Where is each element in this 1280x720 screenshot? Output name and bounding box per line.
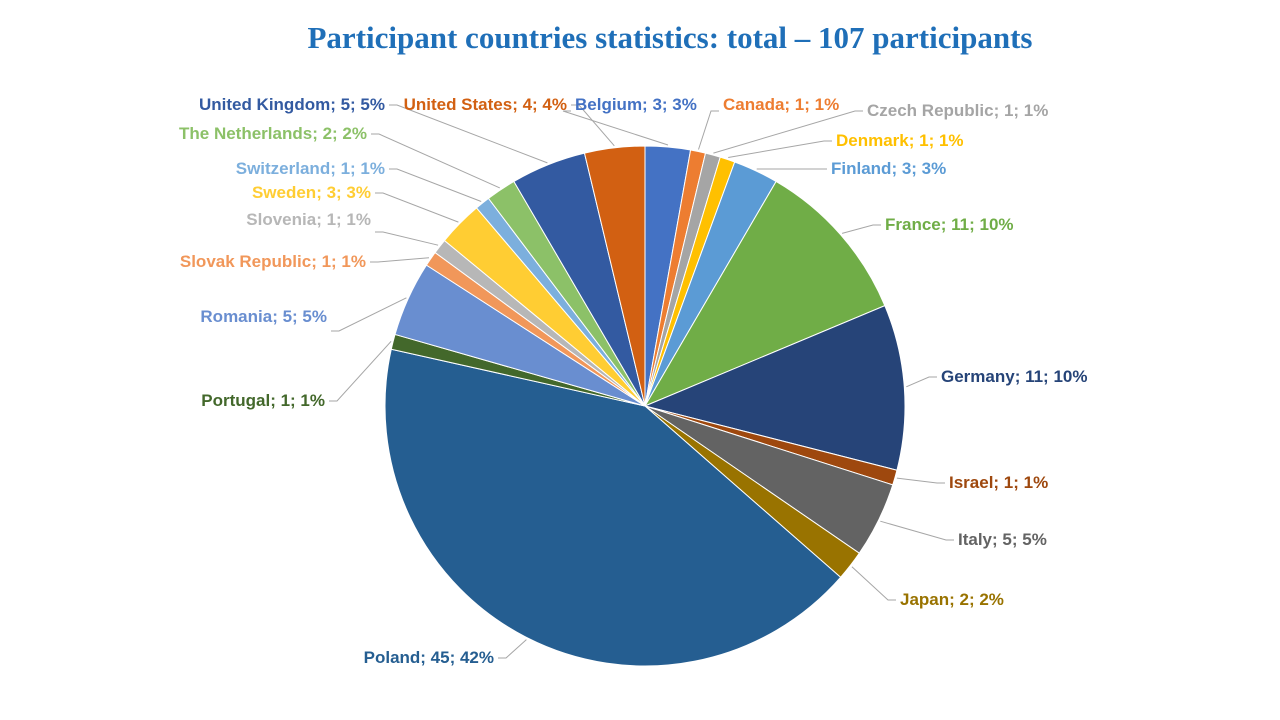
leader-line-canada: [698, 110, 719, 150]
data-label-switzerland: Switzerland; 1; 1%: [236, 159, 385, 178]
leader-line-portugal: [329, 340, 392, 402]
data-label-portugal: Portugal; 1; 1%: [201, 391, 325, 410]
leader-line-belgium: [562, 110, 669, 146]
pie-slice-united-states: [583, 145, 646, 407]
leader-line-slovenia: [375, 231, 439, 246]
data-label-sweden: Sweden; 3; 3%: [252, 183, 371, 202]
leader-line-japan: [851, 566, 896, 601]
data-label-slovak-republic: Slovak Republic; 1; 1%: [180, 252, 366, 271]
data-label-denmark: Denmark; 1; 1%: [836, 131, 964, 150]
leader-line-the-netherlands: [371, 133, 501, 189]
data-label-poland: Poland; 45; 42%: [364, 648, 494, 667]
pie-slices: [384, 145, 906, 667]
data-label-united-states: United States; 4; 4%: [404, 95, 567, 114]
data-label-israel: Israel; 1; 1%: [949, 473, 1048, 492]
data-label-france: France; 11; 10%: [885, 215, 1014, 234]
data-label-romania: Romania; 5; 5%: [200, 307, 327, 326]
chart-title: Participant countries statistics: total …: [307, 20, 1033, 55]
leader-line-switzerland: [389, 168, 482, 202]
data-label-italy: Italy; 5; 5%: [958, 530, 1047, 549]
leader-line-slovak-republic: [370, 257, 430, 263]
data-label-czech-republic: Czech Republic; 1; 1%: [867, 101, 1048, 120]
data-label-the-netherlands: The Netherlands; 2; 2%: [179, 124, 367, 143]
data-label-germany: Germany; 11; 10%: [941, 367, 1087, 386]
leader-line-france: [841, 224, 881, 234]
leader-line-united-states: [571, 104, 615, 147]
leader-lines: [329, 104, 954, 659]
data-label-finland: Finland; 3; 3%: [831, 159, 946, 178]
pie-slice-germany: [643, 304, 906, 471]
data-label-japan: Japan; 2; 2%: [900, 590, 1004, 609]
pie-slice-poland: [384, 348, 842, 667]
leader-line-germany: [906, 376, 937, 388]
leader-line-italy: [880, 520, 954, 541]
slice-labels: Belgium; 3; 3% Canada; 1; 1% Czech Republi…: [179, 95, 1087, 667]
leader-line-united-kingdom: [389, 104, 548, 164]
data-label-belgium: Belgium; 3; 3%: [575, 95, 697, 114]
data-label-slovenia: Slovenia; 1; 1%: [246, 210, 371, 229]
leader-line-denmark: [728, 140, 832, 158]
leader-line-poland: [498, 639, 527, 659]
leader-line-romania: [331, 297, 407, 332]
leader-line-israel: [896, 477, 945, 484]
leader-line-czech-republic: [713, 110, 863, 154]
data-label-united-kingdom: United Kingdom; 5; 5%: [199, 95, 385, 114]
pie-slice-france: [643, 180, 886, 408]
data-label-canada: Canada; 1; 1%: [723, 95, 839, 114]
leader-line-sweden: [375, 192, 459, 223]
